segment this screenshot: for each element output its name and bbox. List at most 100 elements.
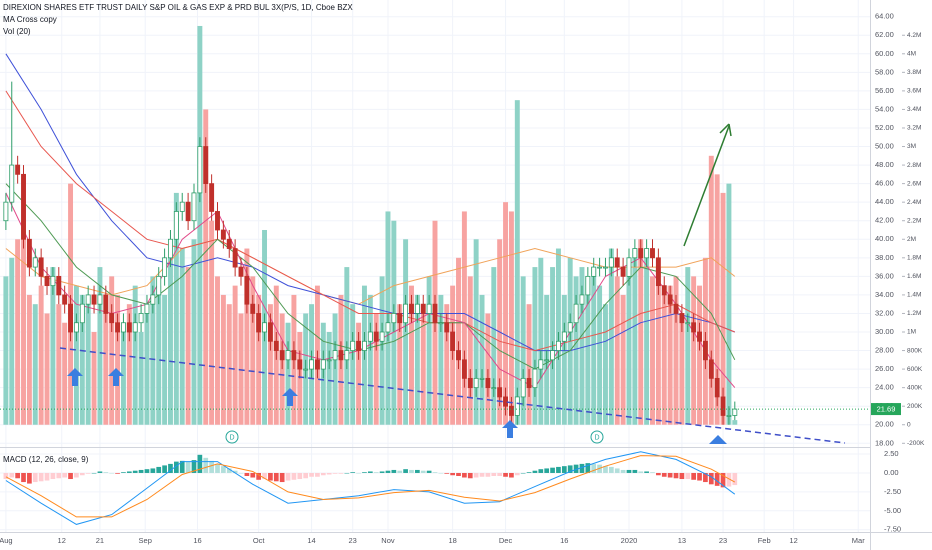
macd-histogram-bar bbox=[27, 472, 32, 484]
volume-bar bbox=[655, 267, 661, 425]
macd-histogram-bar bbox=[85, 472, 91, 474]
y-tick-label: 20.00 bbox=[875, 420, 894, 429]
volume-bar bbox=[238, 313, 244, 425]
candle-body bbox=[414, 303, 420, 314]
volume-bar bbox=[179, 248, 185, 425]
macd-histogram-bar bbox=[238, 472, 244, 474]
volume-bar bbox=[691, 276, 697, 425]
volume-bar bbox=[79, 294, 85, 425]
volume-bar bbox=[409, 285, 414, 425]
candle-body bbox=[732, 408, 738, 416]
candle-body bbox=[220, 229, 226, 240]
candle-body bbox=[56, 275, 62, 296]
volume-bar bbox=[726, 183, 732, 425]
volume-bar bbox=[73, 285, 79, 425]
volume-bar bbox=[426, 276, 432, 425]
candle-body bbox=[550, 350, 556, 361]
y-tick-label: 42.00 bbox=[875, 216, 894, 225]
macd-histogram-bar bbox=[221, 466, 226, 473]
volume-bar bbox=[697, 285, 702, 425]
candle-body bbox=[697, 331, 702, 342]
volume-bar bbox=[714, 174, 720, 425]
candle-body bbox=[162, 257, 168, 277]
candle-body bbox=[702, 340, 708, 361]
volume-bar bbox=[326, 332, 332, 425]
volume-bar bbox=[21, 220, 26, 425]
macd-histogram-bar bbox=[21, 472, 26, 483]
volume-bar bbox=[91, 332, 97, 425]
volume-bar bbox=[62, 322, 68, 425]
y2-tick-label: 2.8M bbox=[907, 162, 921, 169]
macd-histogram-bar bbox=[732, 472, 738, 486]
y-tick-label: 58.00 bbox=[875, 67, 894, 76]
candle-body bbox=[555, 340, 561, 351]
macd-histogram-bar bbox=[44, 472, 50, 481]
macd-histogram-bar bbox=[185, 461, 191, 473]
candle-body bbox=[379, 331, 385, 342]
macd-histogram-bar bbox=[285, 472, 291, 481]
candle-body bbox=[397, 313, 403, 324]
candle-body bbox=[256, 313, 262, 333]
y2-tick-label: 3.8M bbox=[907, 69, 921, 76]
x-tick-label: 2020 bbox=[621, 536, 638, 545]
candle-body bbox=[120, 322, 126, 333]
y2-tick-label: 2.4M bbox=[907, 199, 921, 206]
volume-bar bbox=[467, 276, 473, 425]
volume-bar bbox=[215, 276, 220, 425]
macd-histogram-bar bbox=[685, 472, 691, 480]
volume-bar bbox=[373, 313, 379, 425]
y-tick-label: 60.00 bbox=[875, 49, 894, 58]
candle-body bbox=[132, 322, 138, 333]
candle-body bbox=[138, 313, 144, 324]
candle-body bbox=[297, 359, 303, 370]
macd-histogram-bar bbox=[109, 472, 115, 474]
macd-histogram-bar bbox=[256, 472, 261, 480]
y2-tick-label: 400K bbox=[907, 384, 923, 391]
volume-bar bbox=[173, 192, 179, 425]
x-tick-label: 12 bbox=[789, 536, 797, 545]
macd-histogram-bar bbox=[79, 472, 85, 476]
candle-body bbox=[326, 359, 332, 362]
candle-body bbox=[115, 322, 121, 333]
y2-tick-label: 800K bbox=[907, 347, 923, 354]
volume-bar bbox=[120, 322, 126, 425]
macd-histogram-bar bbox=[62, 472, 68, 478]
macd-histogram-bar bbox=[532, 470, 538, 473]
macd-histogram-bar bbox=[273, 472, 279, 482]
signal-line bbox=[5, 455, 736, 518]
candle-body bbox=[244, 275, 250, 305]
macd-histogram-bar bbox=[197, 454, 203, 473]
volume-bar bbox=[638, 239, 644, 425]
y-tick-label: 48.00 bbox=[875, 160, 894, 169]
macd-histogram-bar bbox=[250, 472, 256, 478]
volume-bar bbox=[56, 304, 62, 425]
macd-histogram-bar bbox=[68, 472, 73, 480]
candle-body bbox=[209, 183, 215, 212]
candle-body bbox=[344, 350, 350, 361]
volume-bar bbox=[520, 276, 526, 425]
candle-body bbox=[614, 257, 620, 268]
volume-bar bbox=[285, 322, 291, 425]
macd-histogram-bar bbox=[420, 470, 426, 473]
volume-bar bbox=[661, 294, 667, 425]
volume-bar bbox=[162, 294, 168, 425]
x-tick-label: Nov bbox=[381, 536, 395, 545]
macd-histogram-bar bbox=[479, 472, 485, 477]
macd-histogram-bar bbox=[603, 466, 608, 473]
volume-bar bbox=[438, 294, 444, 425]
volume-bar bbox=[573, 276, 579, 425]
macd-histogram-bar bbox=[720, 472, 726, 488]
macd-histogram-bar bbox=[168, 463, 173, 473]
last-price-label: 21.69 bbox=[877, 405, 896, 414]
macd-histogram-bar bbox=[714, 472, 720, 486]
x-tick-label: Dec bbox=[499, 536, 513, 545]
ma-line bbox=[5, 90, 735, 352]
y2-tick-label: 2.6M bbox=[907, 180, 921, 187]
macd-histogram-bar bbox=[679, 472, 685, 480]
volume-bar bbox=[579, 267, 585, 425]
volume-bar bbox=[115, 294, 121, 425]
macd-histogram-bar bbox=[391, 469, 397, 473]
macd-histogram-bar bbox=[144, 469, 150, 473]
volume-bar bbox=[561, 294, 567, 425]
volume-bar bbox=[9, 257, 15, 425]
